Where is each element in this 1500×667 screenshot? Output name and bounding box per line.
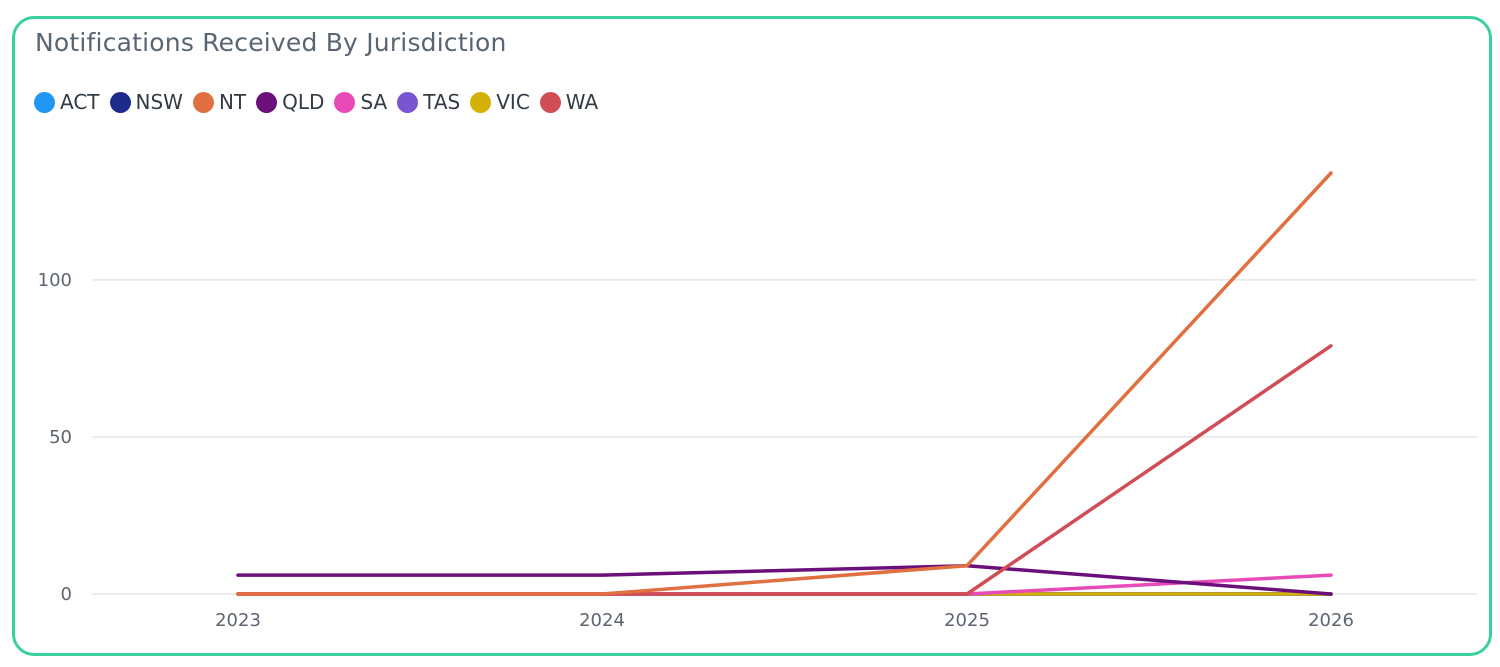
legend-item-act[interactable]: ACT [34, 90, 100, 114]
legend-label: ACT [60, 90, 100, 114]
series-line-sa [236, 573, 1333, 596]
legend-marker [334, 91, 356, 113]
legend-marker [470, 91, 492, 113]
y-tick-label: 0 [61, 584, 72, 605]
chart-legend: ACT NSW NT QLD SA TAS VIC WA [34, 90, 608, 114]
x-tick-label: 2026 [1308, 610, 1354, 631]
legend-label: WA [565, 90, 599, 114]
legend-marker [256, 91, 278, 113]
legend-marker [539, 91, 561, 113]
legend-item-nsw[interactable]: NSW [109, 90, 183, 114]
legend-marker [34, 91, 55, 113]
legend-item-vic[interactable]: VIC [470, 90, 530, 114]
legend-item-wa[interactable]: WA [539, 90, 599, 114]
legend-item-sa[interactable]: SA [334, 90, 387, 114]
x-tick-label: 2025 [944, 610, 990, 631]
chart-card [12, 16, 1492, 656]
series-line-nt [236, 171, 1333, 596]
series-line-wa [236, 344, 1333, 596]
legend-marker [397, 91, 419, 113]
y-tick-label: 100 [38, 270, 72, 291]
legend-label: NSW [135, 90, 183, 114]
legend-marker [192, 91, 214, 113]
legend-label: TAS [423, 90, 461, 114]
legend-marker [109, 91, 131, 113]
chart-title: Notifications Received By Jurisdiction [35, 28, 507, 57]
legend-label: NT [218, 90, 247, 114]
legend-item-qld[interactable]: QLD [256, 90, 324, 114]
y-tick-label: 50 [49, 427, 72, 448]
series-line-qld [236, 563, 1333, 596]
x-tick-label: 2023 [215, 610, 261, 631]
legend-item-tas[interactable]: TAS [397, 90, 460, 114]
legend-label: SA [360, 90, 388, 114]
legend-item-nt[interactable]: NT [192, 90, 247, 114]
legend-label: VIC [496, 90, 530, 114]
x-tick-label: 2024 [579, 610, 625, 631]
legend-label: QLD [282, 90, 325, 114]
